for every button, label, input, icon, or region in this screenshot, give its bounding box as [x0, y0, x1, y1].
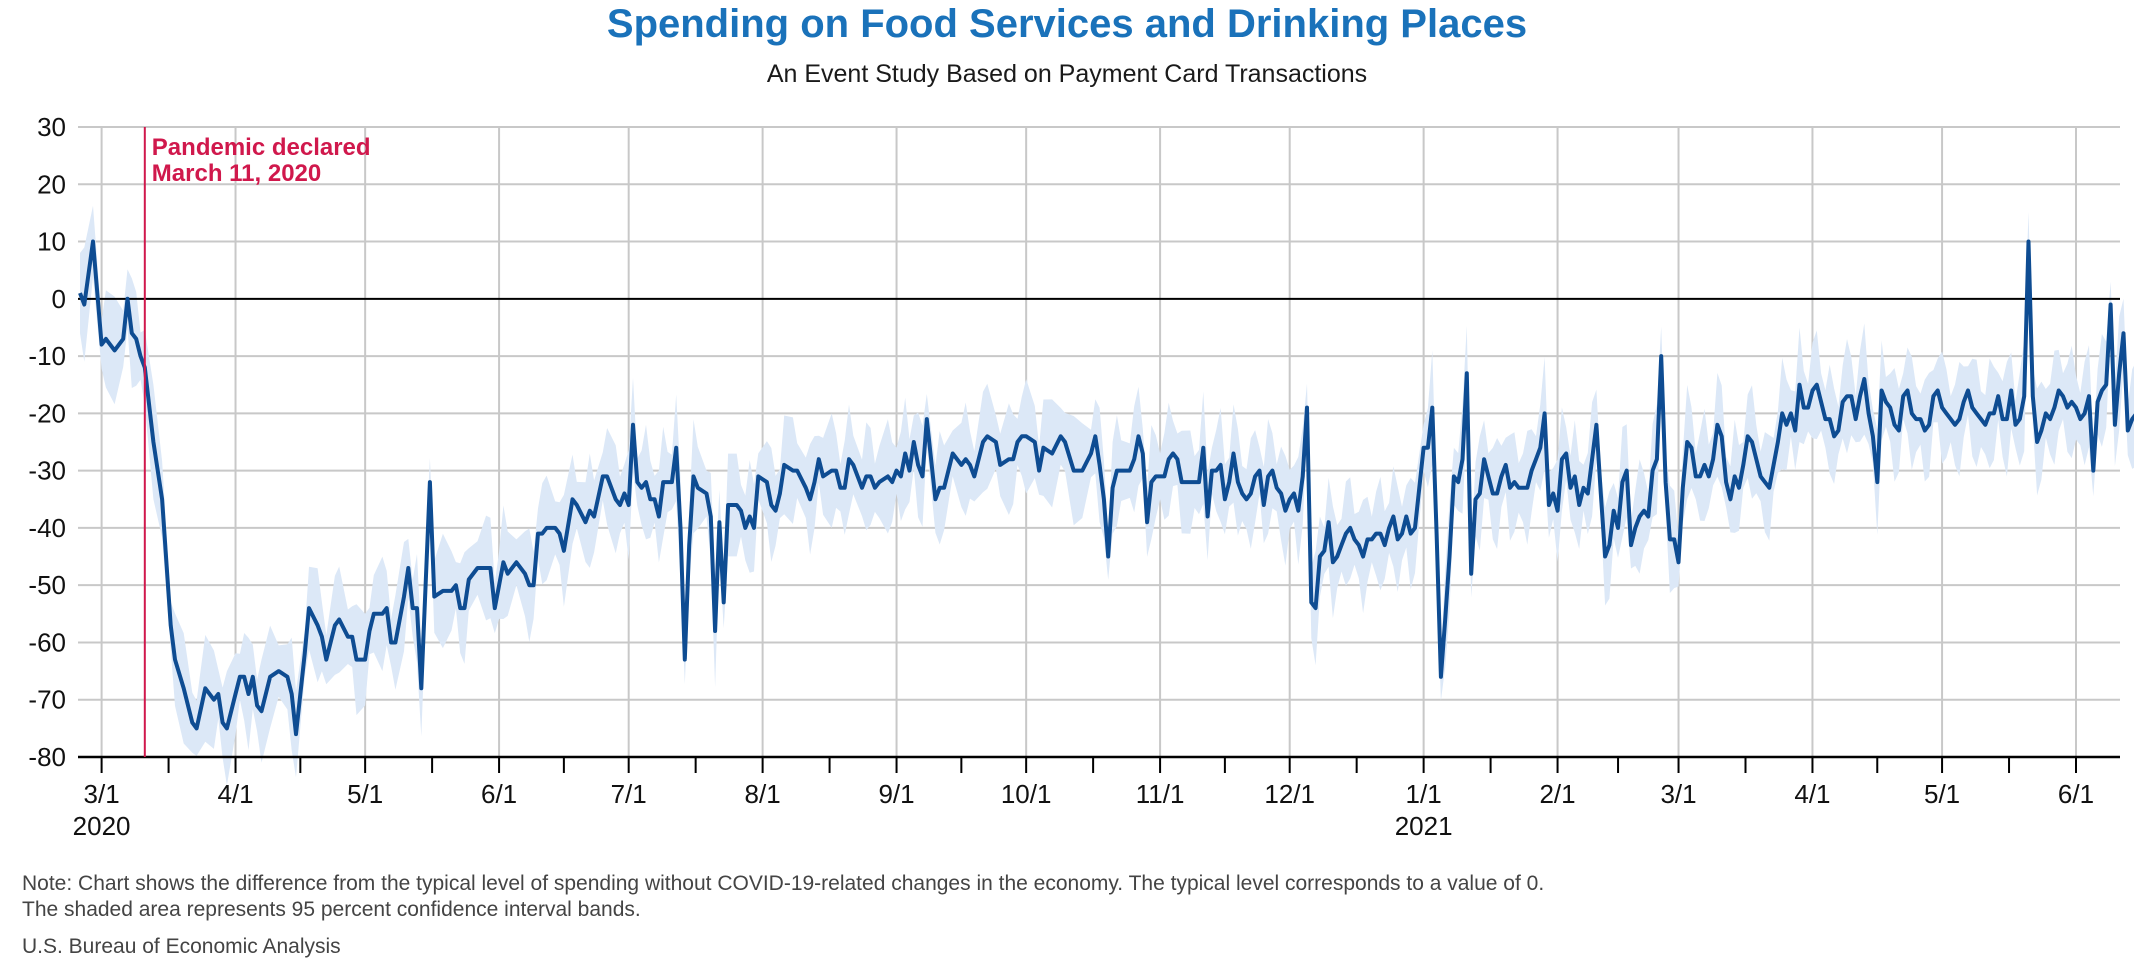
x-tick-label: 4/1 — [1794, 779, 1830, 809]
y-tick-label: -50 — [28, 570, 66, 600]
x-tick-label: 11/1 — [1136, 779, 1185, 809]
x-tick-year-label: 2021 — [1395, 811, 1453, 841]
x-tick-label: 6/1 — [2058, 779, 2094, 809]
x-tick-label: 4/1 — [217, 779, 253, 809]
x-tick-label: 2/1 — [1539, 779, 1575, 809]
y-tick-label: -70 — [28, 685, 66, 715]
chart-note-line1: Note: Chart shows the difference from th… — [22, 872, 1545, 895]
series-line — [78, 239, 2134, 737]
x-tick-year-label: 2020 — [73, 811, 131, 841]
y-tick-label: -30 — [28, 456, 66, 486]
pandemic-annotation-line1: Pandemic declared — [152, 134, 371, 161]
y-tick-label: -40 — [28, 513, 66, 543]
y-tick-label: -20 — [28, 398, 66, 428]
chart-source: U.S. Bureau of Economic Analysis — [22, 935, 341, 958]
x-tick-label: 3/1 — [1660, 779, 1696, 809]
chart-title: Spending on Food Services and Drinking P… — [606, 2, 1528, 46]
x-tick-label: 6/1 — [481, 779, 517, 809]
y-axis-ticks: 30 20 10 0 -10 -20 -30 -40 -50 -60 -70 -80 — [28, 112, 66, 772]
pandemic-annotation-line2: March 11, 2020 — [152, 160, 321, 187]
x-tick-label: 5/1 — [347, 779, 383, 809]
y-tick-label: 0 — [52, 284, 66, 314]
x-tick-label: 5/1 — [1924, 779, 1960, 809]
chart-subtitle: An Event Study Based on Payment Card Tra… — [766, 60, 1368, 88]
x-tick-label: 9/1 — [878, 779, 914, 809]
x-tick-label: 10/1 — [1001, 779, 1052, 809]
x-tick-label: 1/1 — [1406, 779, 1442, 809]
y-tick-label: -60 — [28, 627, 66, 657]
x-tick-label: 8/1 — [745, 779, 781, 809]
y-tick-label: -10 — [28, 341, 66, 371]
x-tick-label: 3/1 — [84, 779, 120, 809]
y-tick-label: -80 — [28, 742, 66, 772]
chart-note-line2: The shaded area represents 95 percent co… — [22, 898, 641, 921]
x-tick-label: 12/1 — [1264, 779, 1315, 809]
y-tick-label: 30 — [37, 112, 66, 142]
confidence-band — [80, 205, 2134, 786]
y-tick-label: 10 — [37, 227, 66, 257]
y-tick-label: 20 — [37, 169, 66, 199]
x-tick-label: 7/1 — [611, 779, 647, 809]
